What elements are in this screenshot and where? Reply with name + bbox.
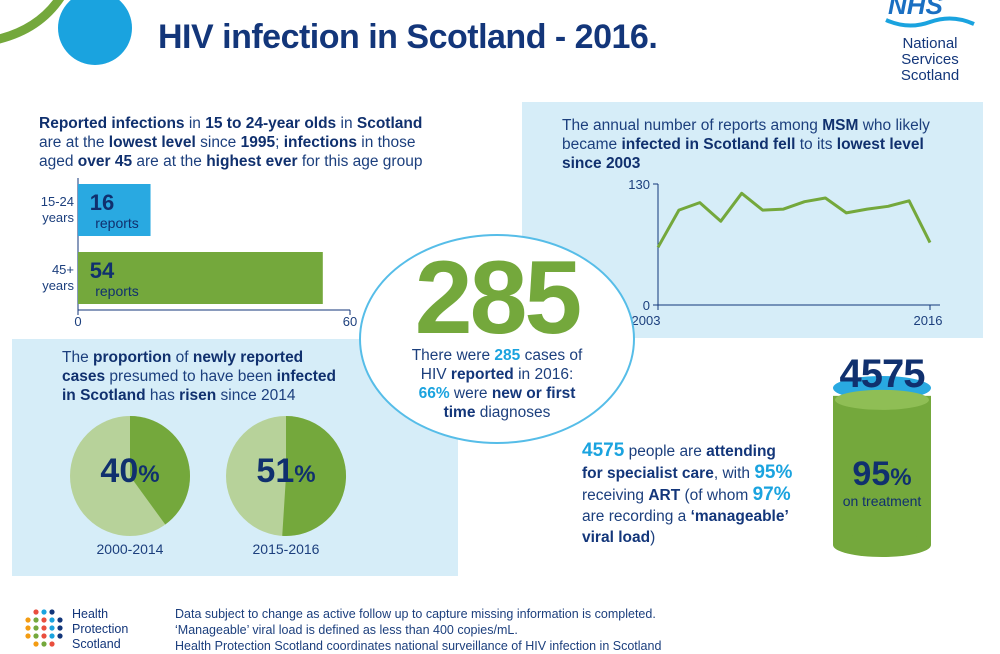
hps-dot (49, 625, 55, 631)
hps-dot (49, 609, 55, 615)
hps-dot (57, 633, 63, 639)
hps-dot (25, 633, 31, 639)
treatment-percent: 95% (852, 455, 912, 493)
pie-value-2015-2016: 51% (256, 452, 316, 490)
proportion-panel-text: The proportion of newly reported cases p… (62, 349, 337, 404)
footer-note-3: Health Protection Scotland coordinates n… (175, 639, 662, 653)
total-cases-number: 285 (414, 240, 583, 356)
bar-x-tick-label: 0 (74, 314, 81, 328)
bar-category-label: years (42, 278, 74, 293)
nhs-line-1: National (902, 35, 958, 52)
bar-unit-label: reports (95, 215, 139, 231)
bar-category-label: years (42, 210, 74, 225)
footer-note-2: ‘Manageable’ viral load is defined as le… (175, 623, 518, 637)
hps-dot (33, 609, 39, 615)
bar-0 (78, 184, 151, 236)
msm-series-line (656, 191, 932, 249)
hps-dot (41, 633, 47, 639)
bar-1 (78, 252, 323, 304)
proportion-pie-charts (70, 416, 347, 536)
cylinder-body (833, 395, 931, 545)
line-y-tick-label: 130 (628, 177, 650, 192)
hps-dot (49, 617, 55, 623)
pie-slice-1 (282, 416, 347, 536)
hps-dot (41, 625, 47, 631)
line-x-tick-label: 2016 (914, 313, 943, 328)
center-circle (359, 234, 635, 444)
hps-dot (33, 633, 39, 639)
cylinder-base (833, 533, 931, 557)
bar-x-tick-label: 60 (343, 314, 357, 328)
treatment-cylinder (833, 376, 931, 557)
hps-dot (33, 641, 39, 647)
hps-dot (49, 641, 55, 647)
age-panel-text: Reported infections in 15 to 24-year old… (39, 115, 423, 170)
footer-note-1: Data subject to change as active follow … (175, 607, 656, 621)
header-decoration (0, 0, 132, 65)
pie-slice-0 (130, 416, 191, 525)
hps-dot (57, 617, 63, 623)
bar-unit-label: reports (95, 283, 139, 299)
bar-category-label: 45+ (52, 262, 74, 277)
hps-dots-icon (25, 609, 63, 647)
center-text: There were 285 cases of HIV reported in … (411, 347, 583, 421)
pie-value-2000-2014: 40% (100, 452, 160, 490)
page-title: HIV infection in Scotland - 2016. (158, 18, 658, 56)
care-text: 4575 people are attending for specialist… (582, 440, 793, 546)
pie-label-2000-2014: 2000-2014 (96, 541, 164, 557)
nhs-wave-icon (885, 16, 975, 28)
nhs-logo: NHS National Services Scotland (880, 0, 980, 90)
msm-panel-text: The annual number of reports among MSM w… (562, 117, 930, 172)
footer-notes: Data subject to change as active follow … (175, 606, 735, 654)
hps-dot (25, 617, 31, 623)
line-x-tick-label: 2003 (632, 313, 661, 328)
hps-dot (57, 625, 63, 631)
hps-dot (33, 625, 39, 631)
hps-dot (41, 617, 47, 623)
hps-logo-text: Health Protection Scotland (72, 607, 129, 651)
hps-dot (41, 609, 47, 615)
bar-value-label: 54 (90, 258, 115, 283)
cylinder-fill-top (835, 389, 929, 410)
treatment-caption: on treatment (842, 493, 922, 509)
nhs-line-3: Scotland (900, 67, 960, 84)
nhs-logo-text: NHS (888, 0, 943, 20)
hps-dot (33, 617, 39, 623)
hps-dot (49, 633, 55, 639)
pie-label-2015-2016: 2015-2016 (252, 541, 320, 557)
bar-value-label: 16 (90, 190, 114, 215)
care-total-number: 4575 (839, 352, 926, 396)
hps-dot (41, 641, 47, 647)
bar-category-label: 15-24 (41, 194, 74, 209)
line-y-tick-label: 0 (643, 298, 650, 313)
nhs-line-2: Services (901, 51, 959, 68)
hps-dot (25, 625, 31, 631)
